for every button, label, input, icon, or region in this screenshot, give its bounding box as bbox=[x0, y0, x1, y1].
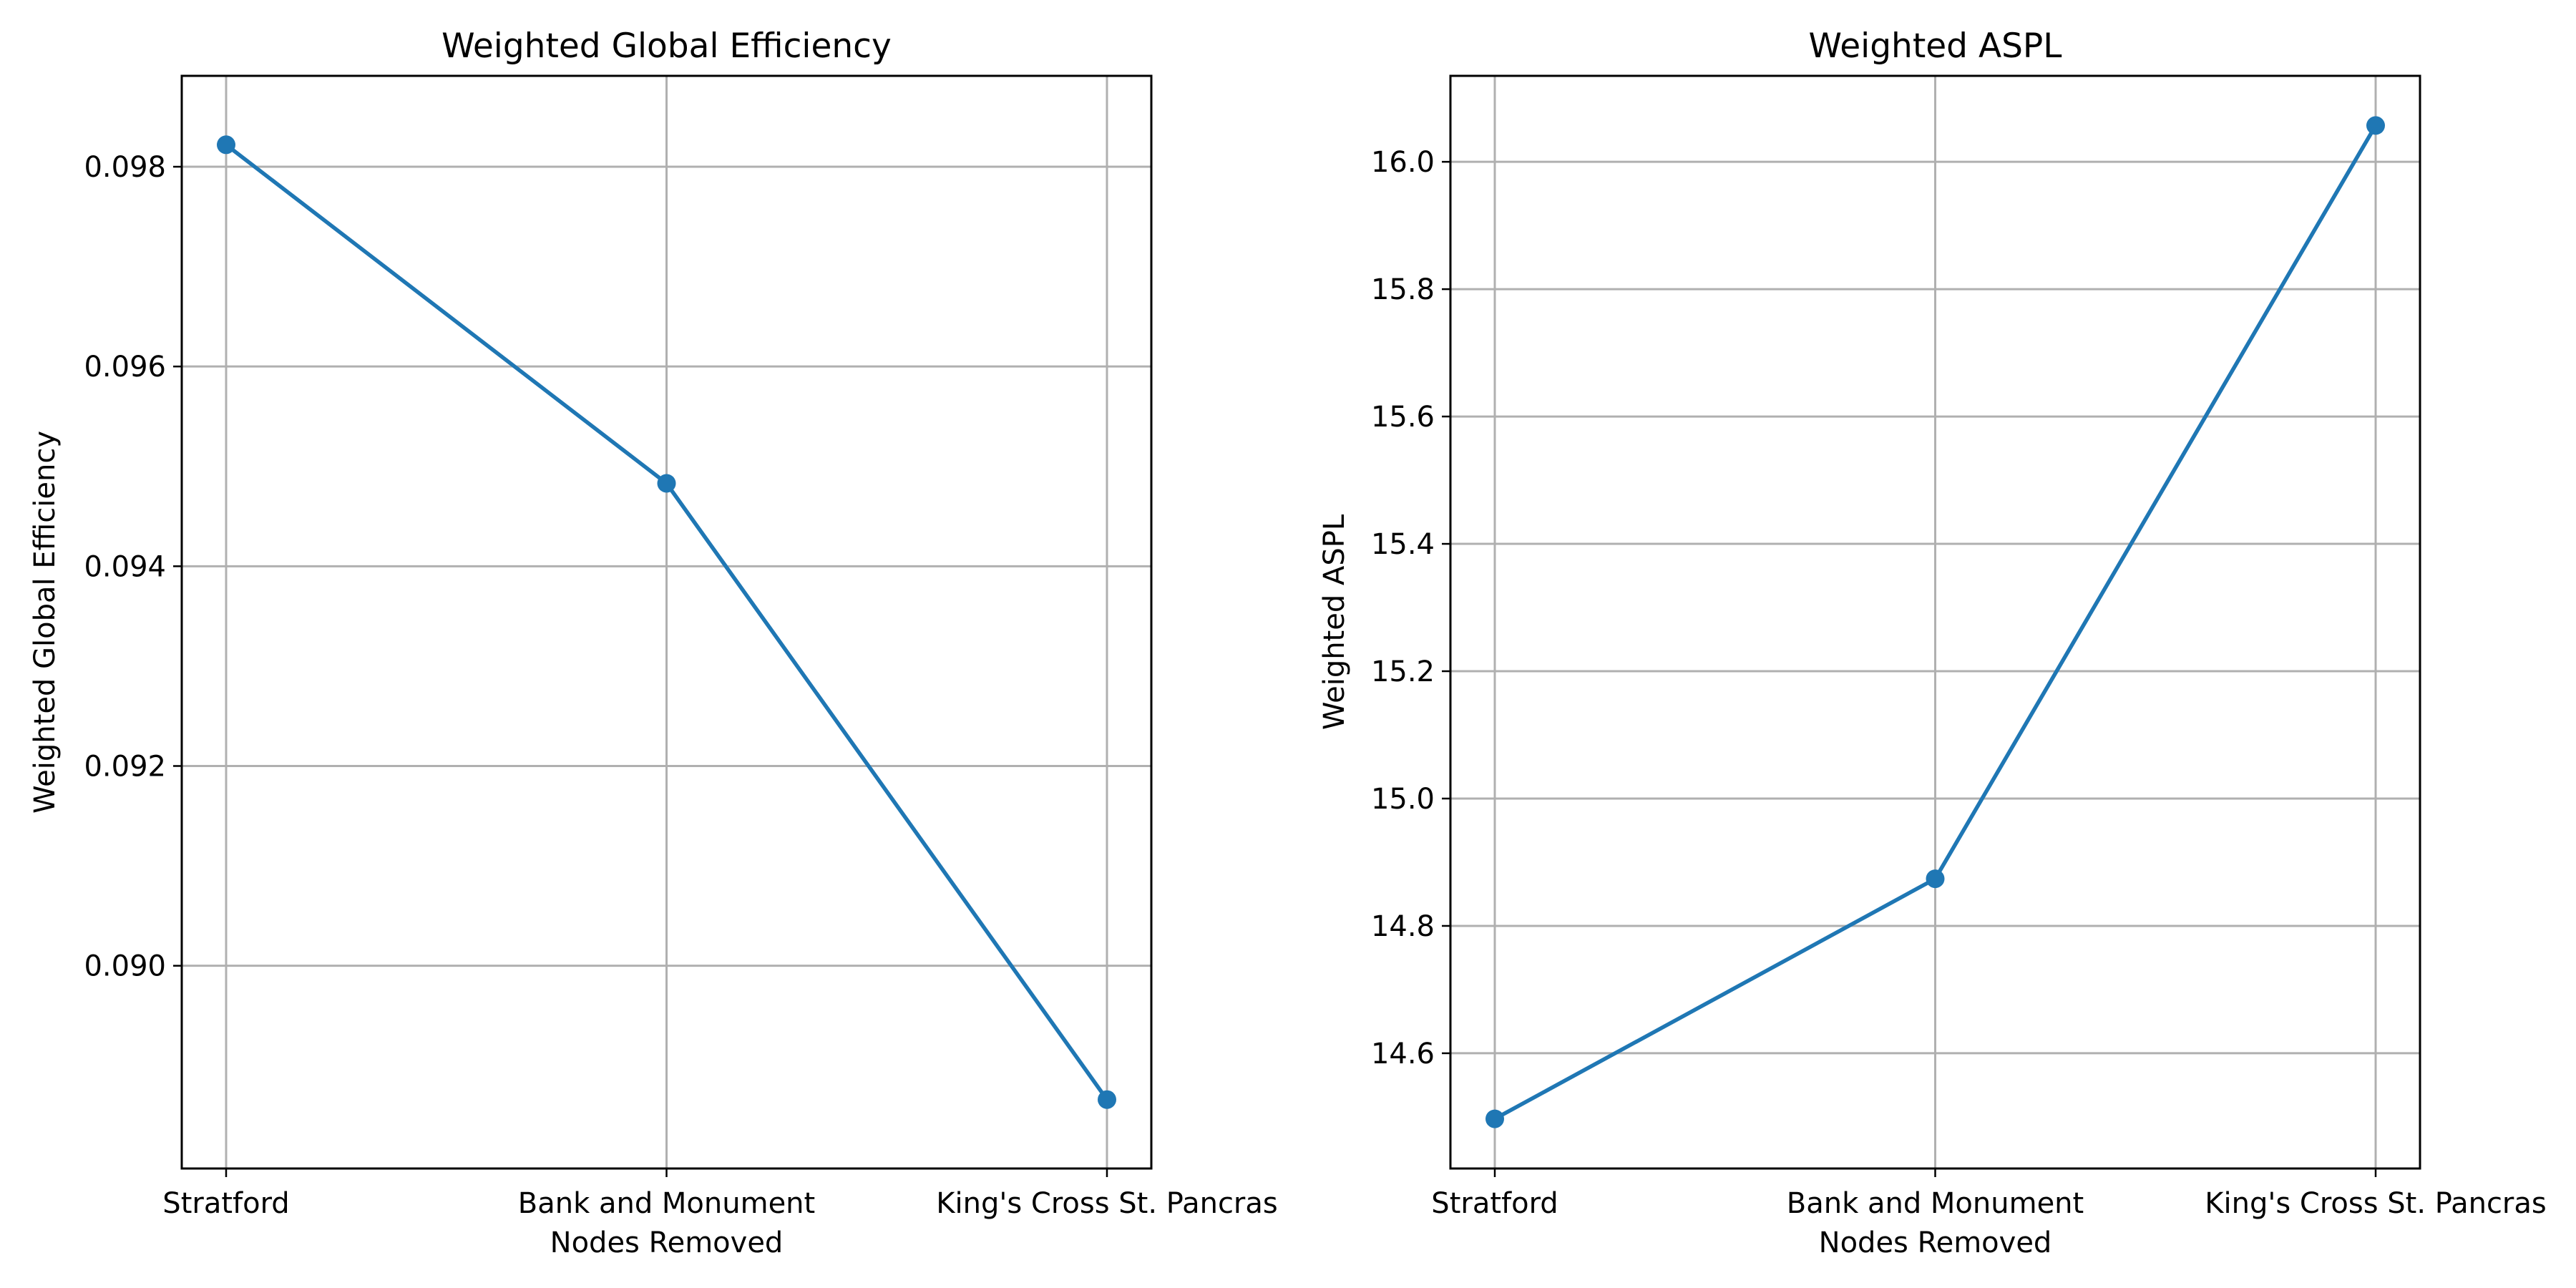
efficiency-data-point bbox=[1098, 1090, 1116, 1109]
aspl-y-tick-label: 15.6 bbox=[1371, 401, 1435, 434]
aspl-y-tick-label: 16.0 bbox=[1371, 146, 1435, 179]
aspl-y-tick-label: 15.2 bbox=[1371, 655, 1435, 688]
efficiency-y-tick-label: 0.092 bbox=[84, 750, 166, 783]
aspl-data-point bbox=[2366, 116, 2385, 135]
efficiency-x-tick-label: Bank and Monument bbox=[518, 1187, 815, 1220]
efficiency-chart-title: Weighted Global Efficiency bbox=[441, 26, 892, 66]
efficiency-y-tick-label: 0.094 bbox=[84, 550, 166, 583]
aspl-axes-frame bbox=[1449, 74, 2421, 1170]
efficiency-y-tick-label: 0.096 bbox=[84, 351, 166, 384]
efficiency-grid bbox=[182, 76, 1151, 1169]
efficiency-panel: Weighted Global Efficiency Nodes Removed… bbox=[29, 26, 1278, 1259]
aspl-y-tick-label: 15.0 bbox=[1371, 783, 1435, 816]
aspl-y-axis-label: Weighted ASPL bbox=[1318, 514, 1351, 730]
efficiency-y-tick-label: 0.090 bbox=[84, 950, 166, 983]
aspl-data-point bbox=[1926, 869, 1945, 889]
aspl-chart-title: Weighted ASPL bbox=[1809, 26, 2062, 66]
aspl-x-axis-label: Nodes Removed bbox=[1819, 1226, 2052, 1259]
efficiency-x-axis-label: Nodes Removed bbox=[550, 1226, 784, 1259]
aspl-y-tick-label: 14.6 bbox=[1371, 1038, 1435, 1070]
aspl-x-tick-label: King's Cross St. Pancras bbox=[2205, 1187, 2546, 1220]
aspl-y-tick-label: 15.8 bbox=[1371, 273, 1435, 306]
aspl-panel: Weighted ASPL Nodes Removed Weighted ASP… bbox=[1318, 26, 2547, 1259]
aspl-y-tick-label: 15.4 bbox=[1371, 528, 1435, 561]
aspl-x-tick-label: Stratford bbox=[1431, 1187, 1558, 1220]
efficiency-y-axis-label: Weighted Global Efficiency bbox=[29, 431, 62, 814]
efficiency-x-tick-label: King's Cross St. Pancras bbox=[936, 1187, 1277, 1220]
efficiency-data-point bbox=[217, 135, 235, 155]
aspl-data-point bbox=[1485, 1109, 1504, 1128]
efficiency-data-point bbox=[657, 474, 676, 493]
aspl-grid bbox=[1450, 76, 2420, 1169]
aspl-x-tick-label: Bank and Monument bbox=[1787, 1187, 2084, 1220]
efficiency-y-tick-label: 0.098 bbox=[84, 151, 166, 184]
aspl-y-tick-label: 14.8 bbox=[1371, 910, 1435, 943]
efficiency-x-tick-label: Stratford bbox=[162, 1187, 289, 1220]
efficiency-axes-frame bbox=[180, 74, 1153, 1170]
